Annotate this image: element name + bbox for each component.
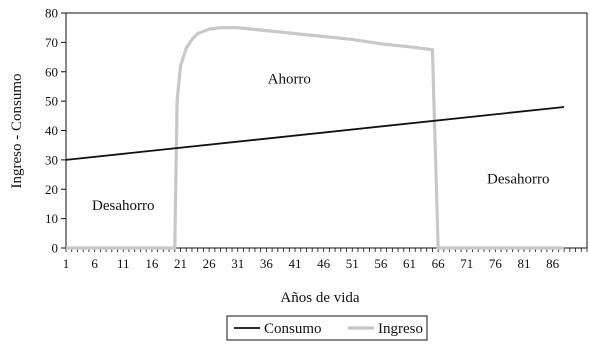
x-tick-label: 81 [518, 256, 531, 271]
x-axis: 1 6 11 16 21 26 31 36 41 46 51 56 61 66 71 76 81 86 [63, 248, 588, 271]
x-tick-label: 36 [260, 256, 274, 271]
series-line-consumo [65, 106, 565, 161]
x-tick-label: 46 [317, 256, 331, 271]
legend-label: Ingreso [378, 321, 423, 337]
y-tick-label: 80 [45, 6, 58, 21]
x-tick-label: 71 [460, 256, 473, 271]
y-tick-label: 0 [52, 241, 59, 256]
series-line-ingreso [66, 26, 565, 250]
y-tick-label: 30 [45, 152, 58, 167]
x-tick-label: 31 [231, 256, 244, 271]
x-tick-label: 56 [374, 256, 388, 271]
y-tick-label: 20 [45, 182, 58, 197]
y-tick-label: 70 [45, 35, 58, 50]
x-tick-label: 26 [203, 256, 217, 271]
y-tick-label: 60 [45, 64, 58, 79]
annotations: Ahorro Desahorro Desahorro [92, 72, 550, 214]
x-tick-label: 76 [489, 256, 503, 271]
x-tick-label: 16 [145, 256, 159, 271]
x-tick-label: 66 [432, 256, 446, 271]
y-axis: 0 10 20 30 40 50 60 70 80 [45, 6, 66, 256]
y-tick-label: 50 [45, 94, 58, 109]
series-lines [65, 26, 565, 250]
annotation-label: Ahorro [268, 72, 311, 88]
annotation-label: Desahorro [92, 198, 154, 214]
legend: Consumo Ingreso [226, 315, 428, 341]
x-tick-label: 11 [117, 256, 130, 271]
x-tick-label: 86 [546, 256, 560, 271]
legend-box [226, 315, 428, 341]
x-tick-label: 41 [289, 256, 302, 271]
annotation-label: Desahorro [487, 171, 549, 187]
x-tick-label: 21 [174, 256, 187, 271]
x-tick-label: 6 [91, 256, 98, 271]
legend-label: Consumo [264, 321, 322, 337]
x-tick-label: 61 [403, 256, 416, 271]
x-axis-title: Años de vida [280, 290, 359, 306]
x-tick-label: 51 [346, 256, 359, 271]
y-axis-title: Ingreso - Consumo [9, 74, 25, 189]
x-tick-label: 1 [63, 256, 70, 271]
y-tick-label: 10 [45, 211, 58, 226]
y-tick-label: 40 [45, 123, 58, 138]
